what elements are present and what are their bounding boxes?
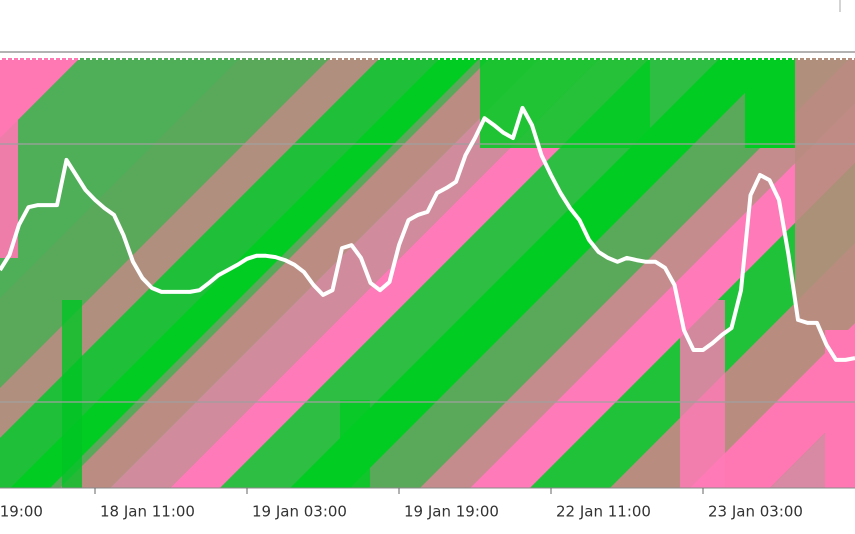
x-tick-label: 17 Jan 19:00 — [0, 503, 43, 521]
x-tick-label: 19 Jan 19:00 — [404, 503, 499, 521]
x-tick-label: 23 Jan 03:00 — [708, 503, 803, 521]
oscillator-line — [0, 105, 855, 362]
heatmap — [0, 58, 855, 488]
x-tick-label: 19 Jan 03:00 — [252, 503, 347, 521]
x-tick-label: 22 Jan 11:00 — [556, 503, 651, 521]
x-tick-label: 18 Jan 11:00 — [100, 503, 195, 521]
